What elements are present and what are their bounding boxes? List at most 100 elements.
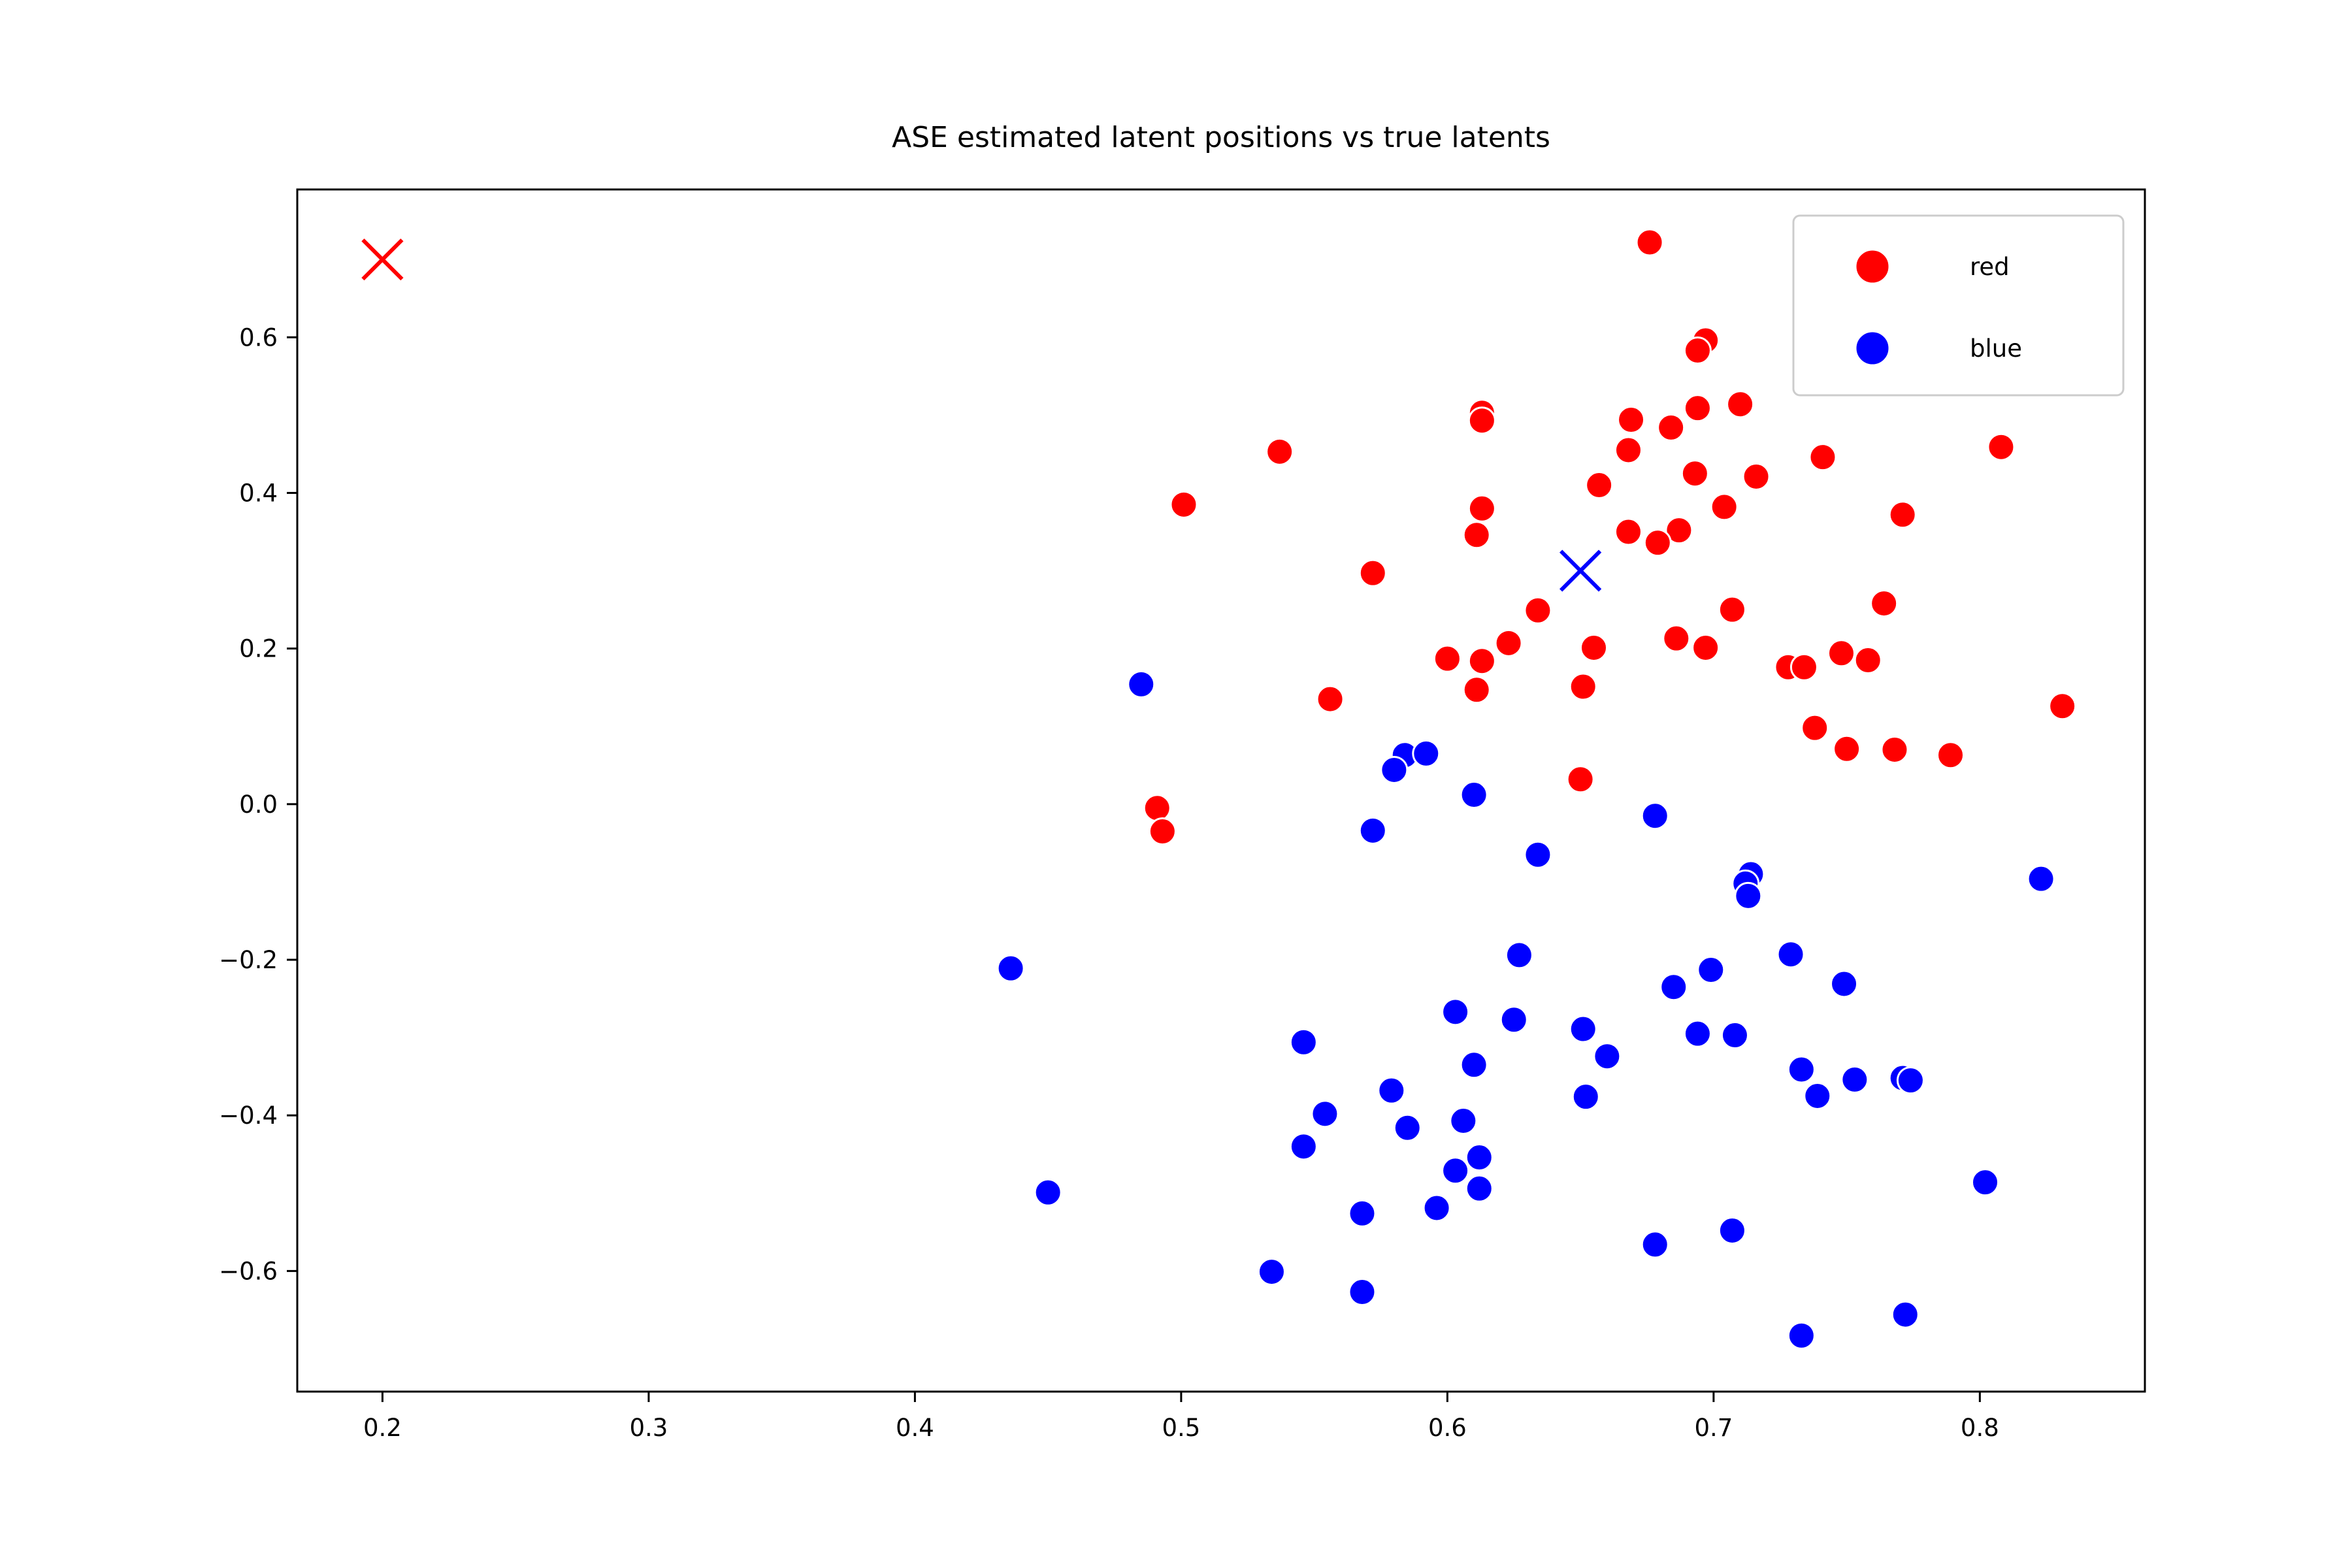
- blue-point: [1377, 1076, 1406, 1105]
- red-point: [1691, 633, 1720, 662]
- blue-point: [1393, 1113, 1422, 1142]
- blue-point: [1289, 1132, 1318, 1161]
- x-tick-label: 0.6: [1428, 1414, 1467, 1442]
- red-point: [1585, 471, 1614, 500]
- red-point: [1643, 529, 1672, 557]
- blue-point: [1971, 1168, 2000, 1197]
- blue-point: [1499, 1005, 1528, 1034]
- y-tick-label: 0.4: [239, 479, 278, 507]
- plot-frame: [296, 188, 2146, 1393]
- red-point: [1467, 494, 1496, 523]
- red-point: [1358, 559, 1387, 587]
- red-point: [1467, 647, 1496, 676]
- red-true-latent-marker: [361, 238, 404, 281]
- legend-label-blue: blue: [1970, 335, 2022, 363]
- red-point: [1880, 735, 1909, 764]
- blue-point: [1422, 1194, 1451, 1222]
- blue-point: [1659, 973, 1688, 1002]
- red-point: [1143, 794, 1171, 823]
- red-point: [1801, 713, 1829, 742]
- y-tick-label: −0.6: [219, 1257, 278, 1285]
- red-point: [1467, 406, 1496, 435]
- red-point: [1683, 394, 1712, 423]
- red-point: [1789, 653, 1818, 681]
- x-tick-label: 0.3: [629, 1414, 668, 1442]
- blue-point: [1891, 1300, 1919, 1329]
- blue-point: [1683, 1019, 1712, 1048]
- legend-label-red: red: [1970, 253, 2010, 281]
- red-point: [1665, 516, 1693, 545]
- red-point: [1662, 624, 1691, 653]
- red-point: [1870, 589, 1899, 618]
- blue-point: [1289, 1028, 1318, 1056]
- blue-point: [1571, 1083, 1600, 1111]
- y-tick-label: 0.6: [239, 323, 278, 351]
- y-tick-label: −0.2: [219, 946, 278, 974]
- blue-point: [2027, 864, 2055, 893]
- x-axis: 0.2 0.3 0.4 0.5 0.6 0.7 0.8: [363, 1392, 1999, 1442]
- blue-point: [1803, 1081, 1832, 1110]
- blue-point: [1441, 998, 1470, 1026]
- legend-box: [1792, 214, 2125, 397]
- red-point: [1148, 817, 1177, 846]
- blue-point: [1257, 1258, 1286, 1286]
- blue-true-latent-marker: [1559, 549, 1602, 592]
- blue-point: [1524, 840, 1552, 869]
- legend: red blue: [1792, 214, 2125, 397]
- blue-point: [1034, 1178, 1062, 1207]
- red-point: [1169, 490, 1198, 519]
- red-point: [1657, 413, 1686, 442]
- red-point: [1617, 406, 1646, 434]
- blue-point: [1830, 970, 1859, 998]
- red-point: [2048, 692, 2077, 721]
- red-point: [1614, 436, 1642, 465]
- red-point: [1854, 646, 1882, 675]
- red-point: [1710, 493, 1739, 521]
- blue-point: [1412, 739, 1441, 768]
- blue-point: [1465, 1174, 1494, 1203]
- blue-point: [1465, 1143, 1494, 1172]
- red-point: [1680, 459, 1709, 488]
- blue-point: [1449, 1107, 1478, 1135]
- red-point: [1566, 765, 1595, 794]
- x-tick-label: 0.7: [1694, 1414, 1733, 1442]
- red-point: [1936, 741, 1965, 770]
- blue-point: [1441, 1156, 1470, 1185]
- blue-point: [1840, 1065, 1869, 1094]
- blue-point: [1776, 940, 1805, 969]
- red-point: [1569, 672, 1597, 701]
- blue-point: [996, 954, 1025, 983]
- blue-point: [1641, 802, 1669, 830]
- red-point: [1266, 437, 1294, 466]
- red-point: [1462, 676, 1491, 704]
- x-tick-label: 0.2: [363, 1414, 402, 1442]
- y-tick-label: −0.4: [219, 1102, 278, 1130]
- red-point: [1833, 734, 1861, 763]
- x-tick-label: 0.5: [1162, 1414, 1200, 1442]
- red-point: [1808, 443, 1837, 472]
- x-tick-label: 0.4: [896, 1414, 934, 1442]
- blue-point: [1593, 1042, 1622, 1071]
- blue-point: [1697, 956, 1725, 985]
- blue-point: [1348, 1278, 1377, 1307]
- plot-area: [296, 188, 2146, 1393]
- red-point: [1718, 595, 1746, 624]
- blue-point: [1787, 1055, 1816, 1084]
- red-point: [1742, 462, 1771, 491]
- blue-point: [1460, 781, 1488, 809]
- blue-point: [1718, 1216, 1746, 1245]
- blue-point: [1358, 816, 1387, 845]
- red-point: [1888, 500, 1917, 529]
- blue-point: [1380, 755, 1409, 784]
- blue-point: [1896, 1066, 1925, 1095]
- red-point: [1726, 390, 1755, 419]
- red-point: [1987, 433, 2016, 461]
- blue-point: [1569, 1015, 1597, 1043]
- red-point: [1614, 517, 1642, 546]
- blue-point: [1311, 1100, 1339, 1128]
- blue-point: [1127, 670, 1156, 698]
- red-point: [1494, 629, 1523, 657]
- blue-point: [1460, 1051, 1488, 1079]
- red-point: [1579, 633, 1608, 662]
